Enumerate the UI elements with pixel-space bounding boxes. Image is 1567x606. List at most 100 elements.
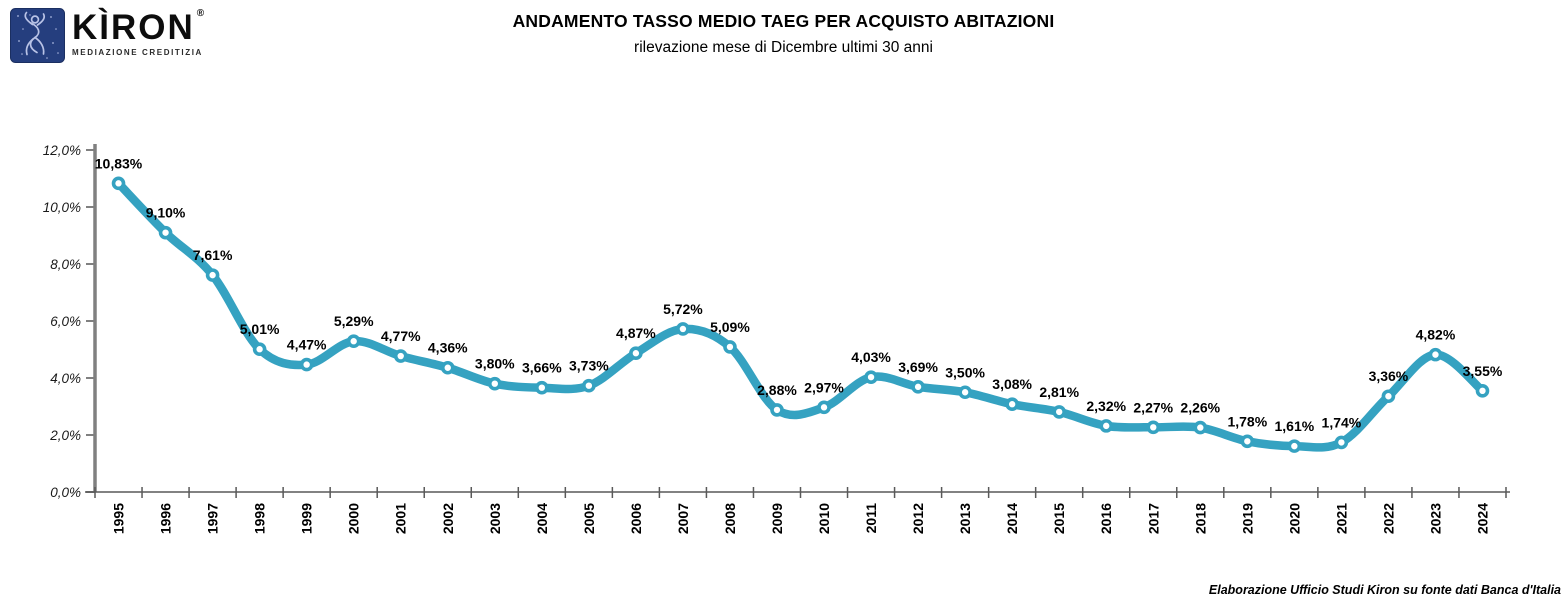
x-axis-label: 2000 bbox=[346, 503, 362, 534]
data-point-label: 1,74% bbox=[1322, 414, 1362, 430]
data-point-label: 3,08% bbox=[992, 376, 1032, 392]
x-axis-label: 2008 bbox=[722, 503, 738, 534]
data-point-marker bbox=[1381, 389, 1396, 404]
data-point-marker bbox=[770, 403, 784, 417]
x-axis-label: 2021 bbox=[1333, 503, 1349, 534]
x-axis-label: 2016 bbox=[1098, 503, 1114, 534]
data-point-marker bbox=[1193, 420, 1208, 435]
brand-tagline: MEDIAZIONE CREDITIZIA bbox=[72, 48, 203, 58]
data-point-marker bbox=[346, 334, 361, 349]
y-axis-label: 2,0% bbox=[49, 428, 81, 443]
x-axis-label: 2019 bbox=[1239, 503, 1255, 534]
data-point-label: 1,61% bbox=[1274, 418, 1314, 434]
x-axis-label: 2023 bbox=[1427, 503, 1443, 534]
y-axis-label: 0,0% bbox=[50, 485, 81, 500]
y-axis-label: 10,0% bbox=[43, 200, 81, 215]
data-point-label: 2,88% bbox=[757, 382, 797, 398]
data-point-label: 4,03% bbox=[851, 349, 891, 365]
data-point-marker bbox=[158, 225, 173, 240]
data-point-marker bbox=[958, 385, 972, 400]
data-point-label: 2,32% bbox=[1086, 398, 1126, 414]
x-axis-label: 2001 bbox=[393, 503, 409, 534]
x-axis-label: 2013 bbox=[957, 503, 973, 534]
data-point-marker bbox=[676, 322, 690, 336]
data-point-marker bbox=[1005, 397, 1019, 412]
data-point-marker bbox=[1240, 434, 1255, 449]
data-point-label: 9,10% bbox=[146, 205, 186, 221]
data-point-label: 3,73% bbox=[569, 358, 609, 374]
data-point-label: 1,78% bbox=[1227, 413, 1267, 429]
x-axis-label: 2014 bbox=[1004, 503, 1020, 534]
chart-title: ANDAMENTO TASSO MEDIO TAEG PER ACQUISTO … bbox=[512, 11, 1055, 31]
x-axis-label: 2007 bbox=[675, 503, 691, 534]
y-axis-label: 6,0% bbox=[50, 314, 81, 329]
data-point-marker bbox=[440, 360, 455, 375]
data-point-marker bbox=[299, 357, 314, 372]
data-point-label: 3,80% bbox=[475, 356, 515, 372]
data-point-marker bbox=[487, 376, 502, 391]
data-point-label: 4,87% bbox=[616, 325, 656, 341]
chart-header: ANDAMENTO TASSO MEDIO TAEG PER ACQUISTO … bbox=[0, 11, 1567, 57]
data-point-marker bbox=[535, 380, 549, 395]
x-axis-label: 1996 bbox=[158, 503, 174, 534]
data-point-marker bbox=[723, 340, 737, 354]
data-point-marker bbox=[864, 370, 878, 384]
x-axis-label: 2024 bbox=[1474, 503, 1490, 534]
y-axis-label: 8,0% bbox=[50, 257, 81, 272]
source-credit: Elaborazione Ufficio Studi Kiron su font… bbox=[1208, 583, 1561, 597]
logo-text-block: KÌRON ® MEDIAZIONE CREDITIZIA bbox=[72, 8, 211, 57]
data-point-label: 2,81% bbox=[1039, 384, 1079, 400]
data-point-marker bbox=[1334, 435, 1349, 450]
data-point-label: 2,26% bbox=[1180, 400, 1220, 416]
data-point-label: 3,50% bbox=[945, 364, 985, 380]
kiron-logo: KÌRON ® MEDIAZIONE CREDITIZIA bbox=[10, 8, 211, 63]
trend-line bbox=[114, 179, 1487, 452]
data-point-label: 5,72% bbox=[663, 301, 703, 317]
x-axis-label: 1998 bbox=[252, 503, 268, 534]
data-point-marker bbox=[1287, 439, 1302, 453]
data-point-label: 5,09% bbox=[710, 319, 750, 335]
data-point-label: 4,47% bbox=[287, 337, 327, 353]
data-point-label: 10,83% bbox=[95, 155, 143, 171]
data-point-marker bbox=[1099, 419, 1114, 433]
data-point-label: 4,77% bbox=[381, 328, 421, 344]
data-point-label: 7,61% bbox=[193, 247, 233, 263]
data-point-marker bbox=[1475, 384, 1490, 398]
data-point-marker bbox=[911, 380, 925, 394]
x-axis-label: 2018 bbox=[1192, 503, 1208, 534]
data-point-marker bbox=[111, 176, 126, 191]
data-point-marker bbox=[817, 400, 831, 415]
x-axis-label: 2015 bbox=[1051, 503, 1067, 534]
x-axis-label: 2022 bbox=[1380, 503, 1396, 534]
data-point-marker bbox=[393, 349, 408, 363]
x-axis-label: 2012 bbox=[910, 503, 926, 534]
data-point-label: 5,01% bbox=[240, 321, 280, 337]
x-axis-label: 2017 bbox=[1145, 503, 1161, 534]
x-axis-label: 2005 bbox=[581, 503, 597, 534]
data-point-label: 5,29% bbox=[334, 313, 374, 329]
x-axis-label: 1995 bbox=[111, 503, 127, 534]
data-point-label: 4,36% bbox=[428, 340, 468, 356]
x-axis-label: 2009 bbox=[769, 503, 785, 534]
data-point-marker bbox=[252, 342, 267, 357]
data-point-label: 4,82% bbox=[1416, 327, 1456, 343]
data-point-marker bbox=[582, 378, 596, 393]
data-point-label: 2,97% bbox=[804, 379, 844, 395]
x-axis-label: 2020 bbox=[1286, 503, 1302, 534]
x-axis-label: 2010 bbox=[816, 503, 832, 534]
data-point-label: 3,36% bbox=[1369, 368, 1409, 384]
y-axis-label: 12,0% bbox=[43, 143, 81, 158]
x-axis-label: 2002 bbox=[440, 503, 456, 534]
data-point-marker bbox=[1146, 420, 1161, 435]
x-axis-label: 1999 bbox=[299, 503, 315, 534]
data-point-label: 3,55% bbox=[1463, 363, 1503, 379]
kiron-logo-icon bbox=[10, 8, 65, 63]
x-axis-label: 2004 bbox=[534, 503, 550, 534]
data-point-label: 3,69% bbox=[898, 359, 938, 375]
data-point-marker bbox=[1052, 405, 1066, 419]
data-point-label: 2,27% bbox=[1133, 399, 1173, 415]
y-axis-label: 4,0% bbox=[50, 371, 81, 386]
data-point-marker bbox=[205, 268, 220, 282]
x-axis-label: 2003 bbox=[487, 503, 503, 534]
